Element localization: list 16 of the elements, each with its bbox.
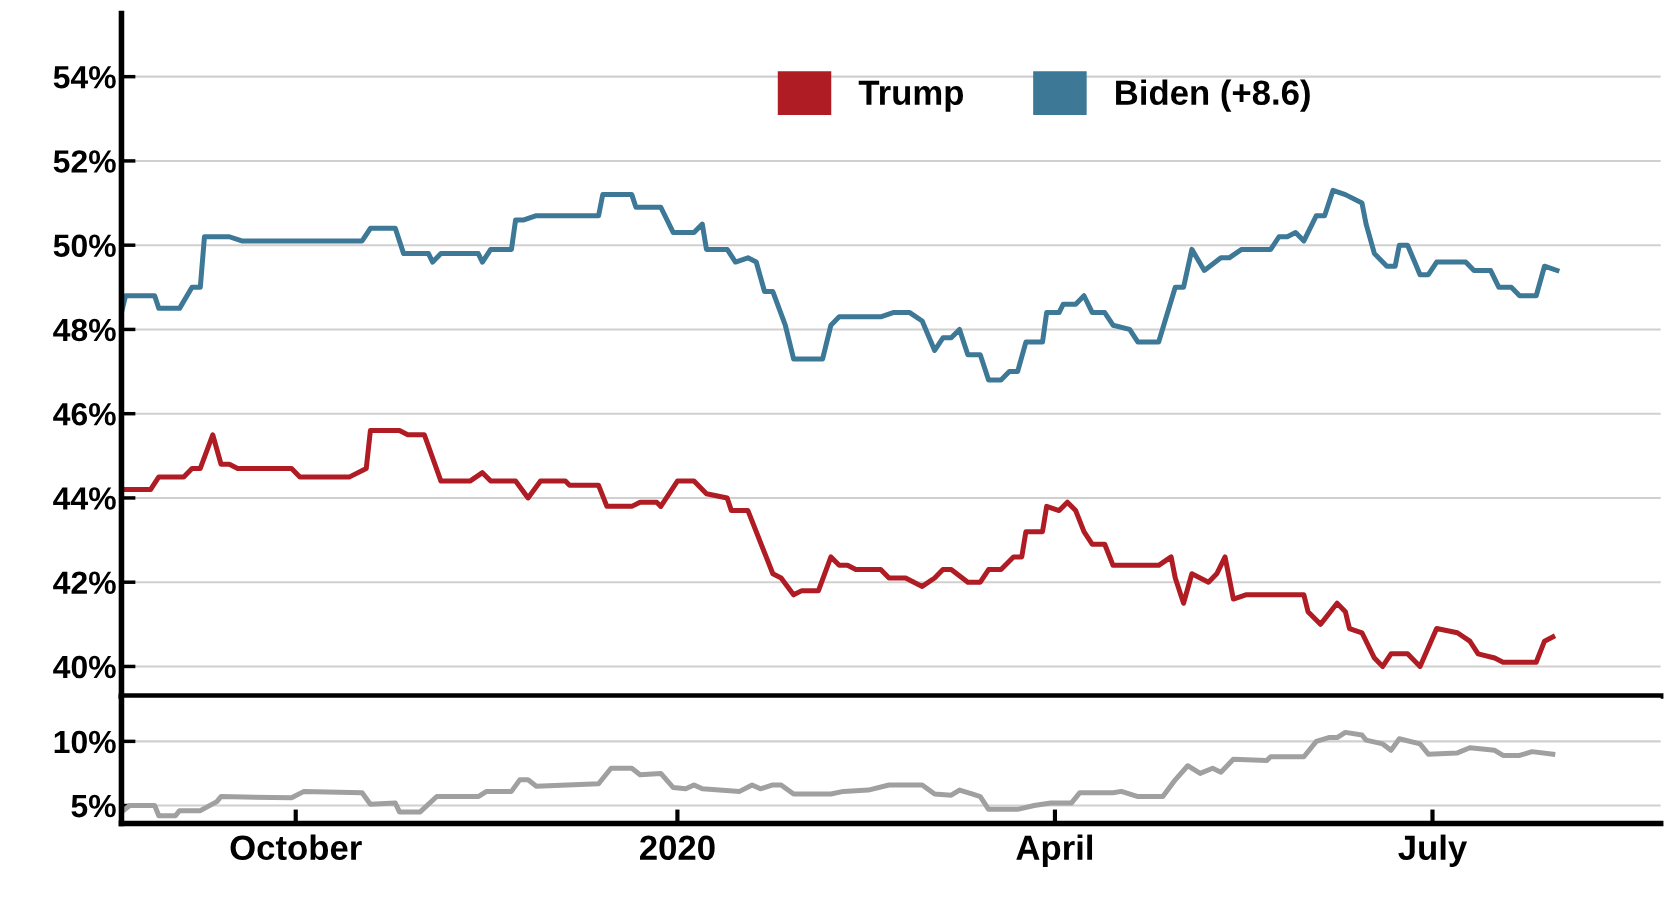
x-tick-label: April [1016, 834, 1093, 867]
y-tick-label: 52% [53, 150, 116, 173]
y-tick-label: 46% [53, 402, 116, 426]
x-tick-label: 2020 [640, 835, 715, 861]
x-tick-label: July [1398, 834, 1468, 867]
y-tick-label: 10% [54, 730, 116, 754]
y-tick-label: 54% [53, 66, 116, 89]
y-tick-label: 5% [71, 794, 116, 818]
y-tick-label: 44% [53, 487, 116, 510]
legend-label: Biden (+8.6) [1116, 79, 1310, 112]
y-tick-label: 42% [53, 571, 116, 595]
y-tick-label: 50% [53, 234, 116, 258]
x-tick-label: October [230, 834, 362, 861]
legend-label: Trump [858, 80, 964, 112]
y-tick-label: 48% [53, 318, 116, 342]
y-tick-label: 40% [53, 655, 116, 679]
